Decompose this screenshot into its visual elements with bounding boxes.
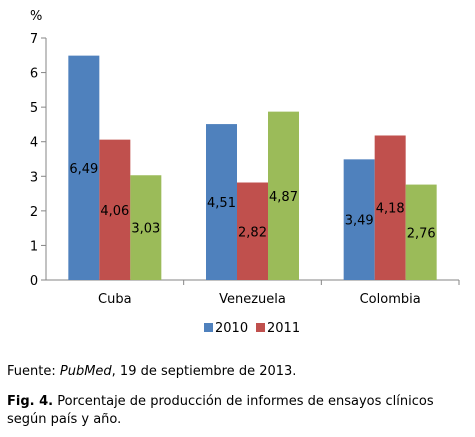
bar — [206, 124, 237, 280]
bar — [343, 159, 375, 280]
bar — [405, 184, 437, 280]
category-label: Colombia — [360, 292, 421, 307]
source-suffix: , 19 de septiembre de 2013. — [111, 364, 297, 379]
y-tick-label: 1 — [30, 239, 38, 254]
legend: 2010 2011 — [204, 321, 300, 336]
bar — [99, 139, 131, 280]
y-tick-label: 5 — [30, 101, 38, 116]
category-label: Cuba — [98, 292, 132, 307]
y-tick-label: 6 — [30, 67, 38, 82]
category-label: Venezuela — [219, 292, 286, 307]
y-tick-label: 7 — [30, 32, 38, 47]
bar — [68, 55, 100, 281]
legend-swatch — [256, 323, 265, 332]
data-label: 2,76 — [407, 226, 436, 241]
legend-swatch — [204, 323, 213, 332]
figure-caption: Fig. 4. Porcentaje de producción de info… — [7, 393, 462, 429]
y-ticks: 0 1 2 3 4 5 6 7 — [30, 32, 46, 289]
data-label: 2,82 — [238, 225, 267, 240]
bar — [130, 175, 162, 280]
caption-label: Fig. 4. — [7, 394, 54, 409]
bar — [374, 135, 406, 280]
category-labels: Cuba Venezuela Colombia — [98, 280, 460, 307]
data-label: 4,06 — [100, 204, 129, 219]
y-tick-label: 0 — [30, 274, 38, 289]
bar — [268, 111, 299, 280]
data-label: 6,49 — [69, 162, 98, 177]
y-tick-label: 4 — [30, 136, 38, 151]
data-label: 3,03 — [131, 222, 160, 237]
source-name: PubMed — [59, 364, 112, 379]
y-tick-label: 3 — [30, 170, 38, 185]
data-label: 3,49 — [345, 214, 374, 229]
caption-text: Porcentaje de producción de informes de … — [7, 394, 434, 427]
bar — [237, 182, 268, 280]
data-label: 4,18 — [376, 202, 405, 217]
legend-label: 2011 — [267, 321, 300, 336]
data-label: 4,87 — [269, 190, 298, 205]
bar-chart: % 0 1 2 3 4 5 6 7 6,49 4,063,03 4,512,82 4,87 3,494… — [30, 9, 460, 336]
source-prefix: Fuente: — [7, 364, 60, 379]
y-tick-label: 2 — [30, 205, 38, 220]
data-label: 4,51 — [207, 196, 236, 211]
legend-label: 2010 — [215, 321, 248, 336]
y-axis-label: % — [30, 9, 42, 24]
bars: 6,49 4,063,03 4,512,82 4,87 3,494,182,76 — [68, 55, 437, 281]
source-note: Fuente: PubMed, 19 de septiembre de 2013… — [7, 364, 296, 379]
